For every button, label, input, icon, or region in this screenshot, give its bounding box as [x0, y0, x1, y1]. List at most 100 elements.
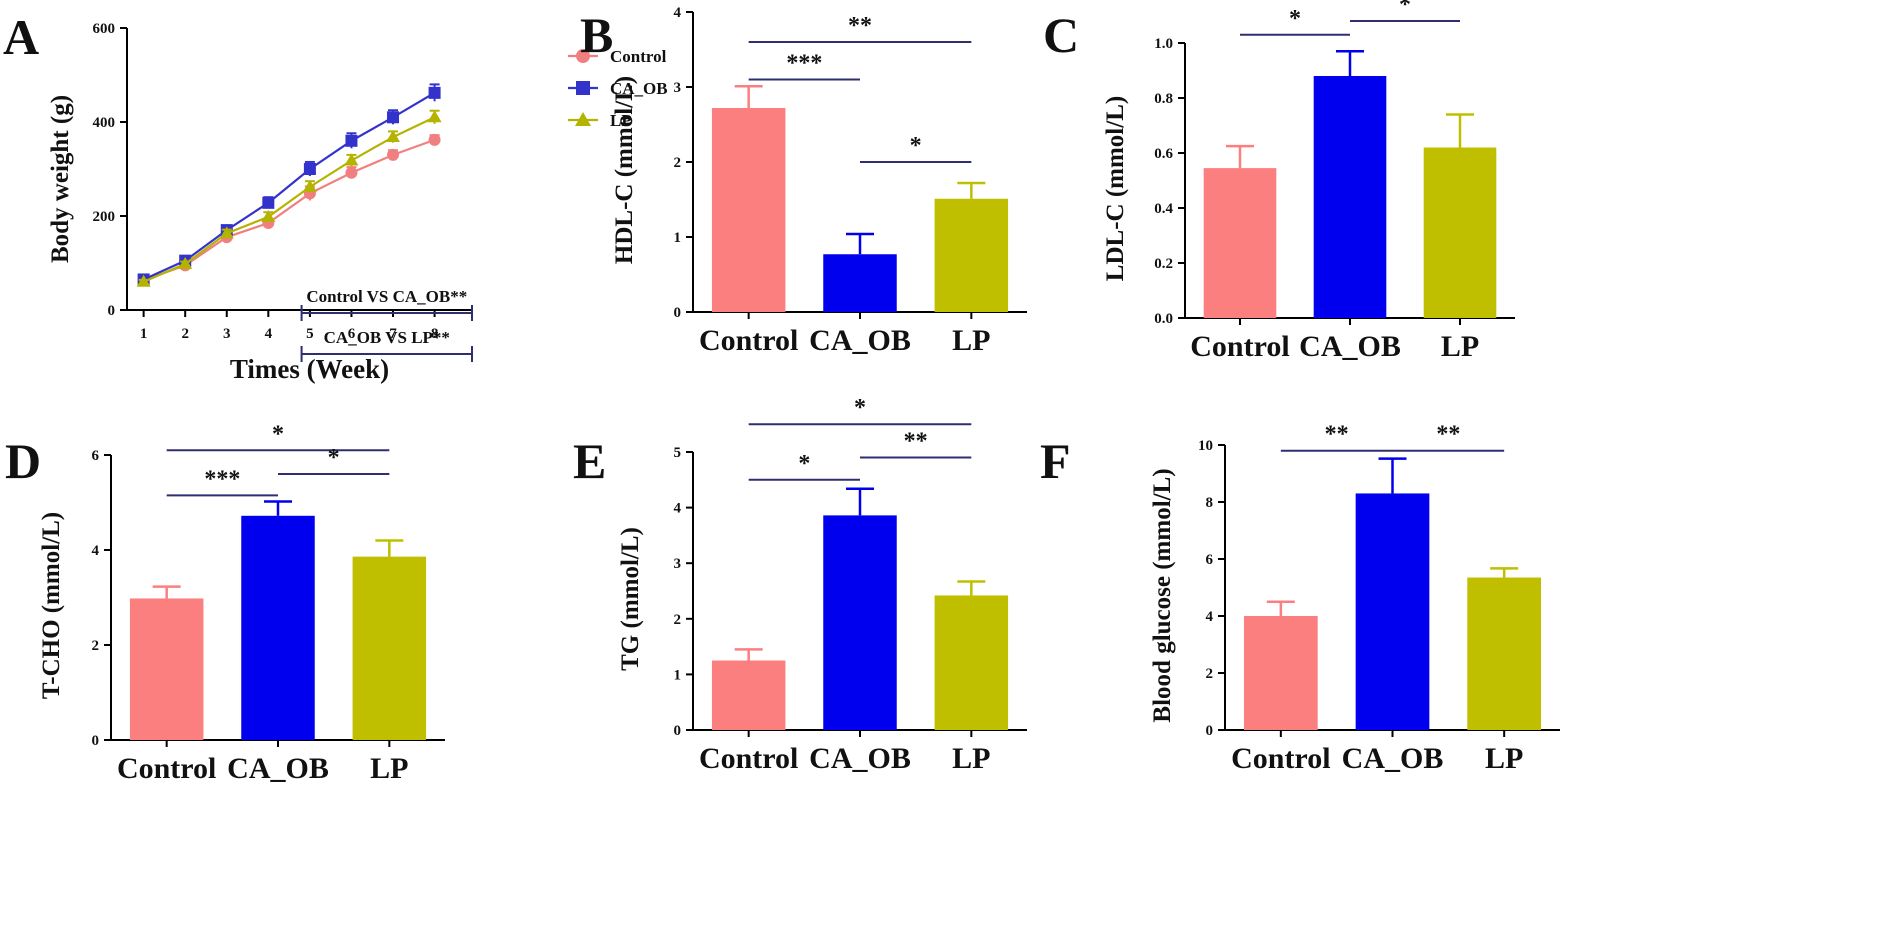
legend-label: LP [610, 111, 632, 130]
data-point [387, 111, 400, 124]
y-axis-title: T-CHO (mmol/L) [38, 512, 65, 699]
x-category-label: LP [1441, 330, 1479, 363]
bar-lp [1467, 577, 1542, 730]
series-line-lp [143, 116, 436, 283]
y-tick-label: 6 [92, 448, 100, 464]
y-tick-label: 2 [1206, 666, 1214, 682]
x-tick-label: 6 [348, 326, 356, 342]
x-tick-label: 8 [431, 326, 439, 342]
x-category-label: LP [1485, 742, 1523, 775]
x-category-label: CA_OB [1299, 330, 1401, 363]
x-category-label: CA_OB [227, 752, 329, 785]
y-tick-label: 1.0 [1154, 36, 1173, 52]
legend-marker-lp [575, 112, 591, 126]
data-point [344, 153, 359, 166]
x-tick-label: 3 [223, 326, 231, 342]
x-tick-label: 7 [389, 326, 397, 342]
y-tick-label: 0.8 [1154, 91, 1173, 107]
bar-control [129, 598, 204, 740]
panel-letter-b: B [580, 7, 613, 63]
significance-stars: *** [786, 51, 822, 77]
y-tick-label: 6 [1206, 552, 1214, 568]
x-tick-label: 1 [140, 326, 148, 342]
y-tick-label: 200 [93, 209, 116, 225]
bar-lp [1423, 147, 1497, 318]
bar-ca-ob [1355, 493, 1430, 730]
y-tick-label: 0.2 [1154, 256, 1173, 272]
y-tick-label: 0 [674, 723, 682, 739]
y-tick-label: 1 [674, 230, 682, 246]
y-tick-label: 2 [92, 638, 100, 654]
x-category-label: CA_OB [809, 324, 911, 357]
bar-control [1243, 616, 1318, 730]
y-tick-label: 0 [1206, 723, 1214, 739]
y-tick-label: 4 [1206, 609, 1214, 625]
y-tick-label: 600 [93, 21, 116, 37]
series-line-control [143, 138, 435, 282]
significance-stars: * [854, 395, 866, 421]
legend-label: Control [610, 47, 667, 66]
significance-stars: * [910, 133, 922, 159]
x-category-label: Control [699, 324, 798, 357]
data-point [302, 179, 317, 192]
x-category-label: Control [1190, 330, 1289, 363]
significance-stars: ** [1325, 422, 1349, 448]
bar-ca-ob [1313, 76, 1387, 318]
bar-lp [352, 556, 427, 740]
data-point [303, 163, 316, 175]
significance-note: CA_OB VS LP** [324, 328, 450, 347]
x-tick-label: 2 [181, 326, 189, 342]
y-tick-label: 2 [674, 612, 682, 628]
significance-stars: ** [848, 13, 872, 39]
data-point [261, 209, 276, 222]
bar-ca-ob [241, 515, 315, 740]
legend-marker-ca-ob [576, 81, 590, 95]
bar-control [711, 108, 786, 312]
y-tick-label: 0.0 [1154, 311, 1173, 327]
y-tick-label: 3 [674, 556, 682, 572]
bar-lp [934, 198, 1009, 312]
x-axis-title: Times (Week) [230, 354, 389, 384]
y-tick-label: 0.4 [1154, 201, 1173, 217]
y-tick-label: 0.6 [1154, 146, 1173, 162]
y-tick-label: 4 [92, 543, 100, 559]
y-tick-label: 1 [674, 667, 682, 683]
x-category-label: CA_OB [809, 742, 911, 775]
significance-stars: * [328, 445, 340, 471]
bar-control [711, 660, 786, 730]
x-category-label: LP [370, 752, 408, 785]
y-tick-label: 0 [92, 733, 100, 749]
data-point [387, 148, 400, 161]
panel-letter-a: A [3, 9, 39, 65]
data-point [219, 226, 234, 239]
y-axis-title: Body weight (g) [47, 95, 74, 263]
significance-stars: ** [904, 429, 928, 455]
panel-letter-c: C [1043, 7, 1079, 63]
bar-lp [934, 595, 1009, 730]
x-category-label: LP [952, 324, 990, 357]
x-tick-label: 5 [306, 326, 314, 342]
y-tick-label: 2 [674, 155, 682, 171]
data-point [427, 110, 442, 123]
y-tick-label: 0 [108, 303, 116, 319]
data-point [136, 274, 151, 287]
y-tick-label: 5 [674, 445, 682, 461]
y-tick-label: 3 [674, 80, 682, 96]
bar-control [1203, 168, 1277, 318]
x-category-label: Control [699, 742, 798, 775]
significance-stars: ** [1436, 422, 1460, 448]
y-tick-label: 400 [93, 115, 116, 131]
series-line-ca-ob [143, 91, 436, 281]
significance-stars: * [272, 421, 284, 447]
data-point [386, 130, 401, 143]
panel-letter-f: F [1040, 433, 1071, 489]
y-axis-title: HDL-C (mmol/L) [611, 76, 638, 264]
panel-letter-d: D [5, 433, 41, 489]
y-axis-title: TG (mmol/L) [617, 527, 644, 671]
data-point [345, 134, 358, 147]
data-point [178, 256, 193, 269]
y-tick-label: 8 [1206, 495, 1214, 511]
x-category-label: Control [117, 752, 216, 785]
panel-letter-e: E [573, 433, 606, 489]
